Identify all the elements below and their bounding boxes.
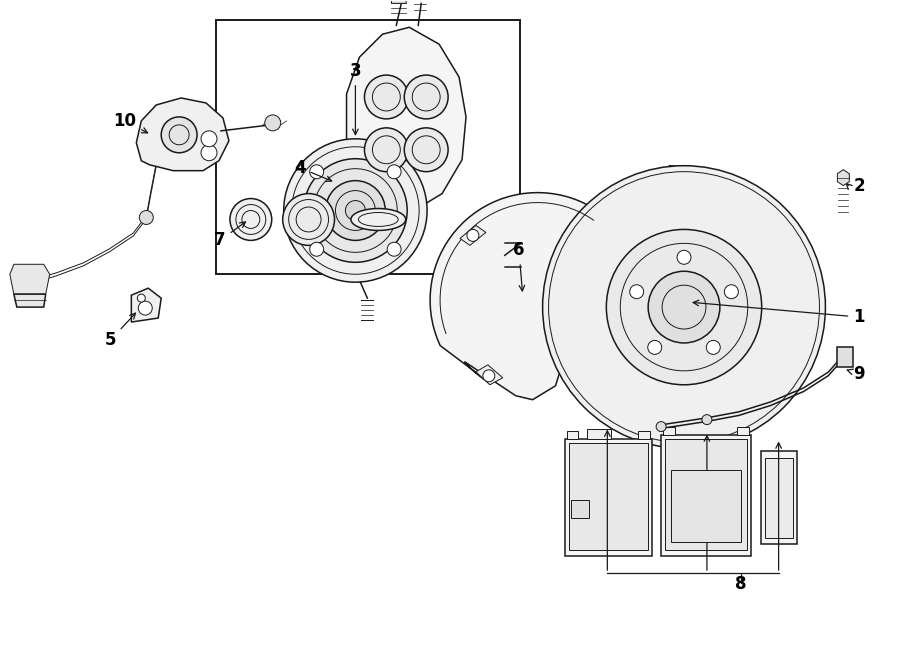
Ellipse shape: [660, 173, 680, 442]
Text: 7: 7: [214, 222, 246, 250]
Polygon shape: [460, 226, 486, 246]
Ellipse shape: [657, 166, 683, 448]
Text: 1: 1: [693, 300, 865, 326]
Text: 6: 6: [513, 242, 525, 291]
Circle shape: [724, 285, 738, 299]
Circle shape: [364, 75, 409, 119]
Polygon shape: [588, 428, 611, 438]
Polygon shape: [476, 365, 503, 385]
Circle shape: [543, 166, 825, 448]
Polygon shape: [430, 193, 607, 400]
Circle shape: [265, 115, 281, 131]
Circle shape: [310, 242, 324, 256]
Circle shape: [607, 230, 761, 385]
Circle shape: [161, 117, 197, 153]
Ellipse shape: [351, 209, 406, 230]
Circle shape: [648, 340, 662, 354]
Text: 3: 3: [349, 62, 361, 134]
Polygon shape: [566, 430, 579, 438]
Text: 8: 8: [735, 575, 746, 593]
Polygon shape: [737, 426, 749, 434]
Circle shape: [201, 145, 217, 161]
Circle shape: [467, 230, 479, 242]
Polygon shape: [837, 347, 853, 367]
Polygon shape: [837, 169, 850, 185]
Ellipse shape: [283, 193, 335, 246]
Circle shape: [139, 301, 152, 315]
Text: 10: 10: [113, 112, 148, 133]
Polygon shape: [131, 288, 161, 322]
Circle shape: [648, 271, 720, 343]
Polygon shape: [765, 459, 793, 538]
Circle shape: [201, 131, 217, 147]
Circle shape: [387, 242, 401, 256]
Circle shape: [140, 211, 153, 224]
Circle shape: [326, 181, 385, 240]
Circle shape: [138, 294, 145, 302]
Circle shape: [404, 75, 448, 119]
Polygon shape: [392, 0, 406, 3]
Polygon shape: [14, 294, 46, 307]
Polygon shape: [10, 264, 49, 294]
FancyBboxPatch shape: [216, 21, 519, 274]
FancyBboxPatch shape: [671, 471, 741, 542]
Polygon shape: [662, 434, 751, 556]
Circle shape: [284, 139, 428, 282]
Circle shape: [346, 201, 365, 220]
Polygon shape: [665, 438, 747, 550]
Circle shape: [483, 370, 495, 382]
Circle shape: [364, 128, 409, 171]
Circle shape: [702, 414, 712, 424]
Text: 5: 5: [105, 313, 136, 349]
Polygon shape: [136, 98, 229, 171]
FancyBboxPatch shape: [572, 500, 590, 518]
Text: 4: 4: [294, 159, 331, 181]
Circle shape: [677, 250, 691, 264]
Circle shape: [630, 285, 644, 299]
Polygon shape: [564, 438, 652, 556]
Circle shape: [706, 340, 720, 354]
Polygon shape: [346, 27, 466, 216]
Polygon shape: [638, 430, 650, 438]
Text: 9: 9: [847, 365, 865, 383]
Ellipse shape: [230, 199, 272, 240]
Circle shape: [404, 128, 448, 171]
Circle shape: [656, 422, 666, 432]
Circle shape: [387, 165, 401, 179]
Polygon shape: [569, 442, 648, 550]
Text: 2: 2: [853, 177, 865, 195]
Polygon shape: [663, 426, 675, 434]
Circle shape: [303, 159, 407, 262]
Polygon shape: [760, 451, 796, 544]
Circle shape: [310, 165, 324, 179]
